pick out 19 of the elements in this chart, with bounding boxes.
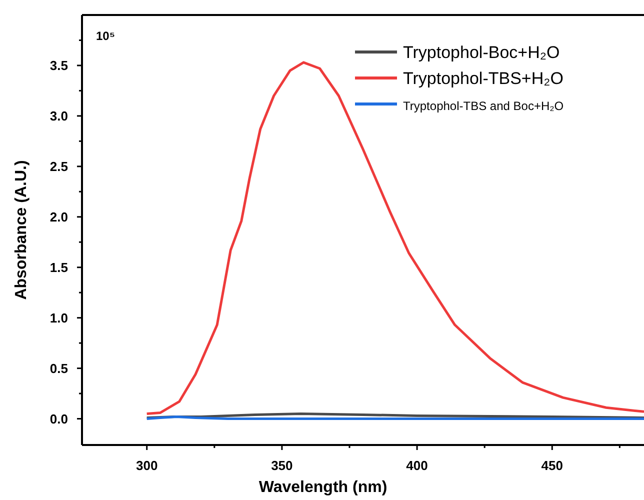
y-tick-label: 2.5 — [50, 158, 68, 174]
legend-label: Tryptophol-TBS+H₂O — [403, 69, 564, 88]
y-tick-label: 3.0 — [50, 108, 68, 124]
legend-label: Tryptophol-Boc+H₂O — [403, 43, 560, 62]
x-tick-label: 300 — [136, 458, 158, 473]
y-tick-label: 3.5 — [50, 58, 68, 73]
y-tick-label: 1.5 — [50, 260, 68, 275]
annotation: 10⁵ — [96, 29, 115, 43]
line-series — [146, 61, 644, 415]
y-tick-label: 2.0 — [50, 209, 68, 224]
x-tick-label: 450 — [541, 458, 563, 473]
x-axis-title: Wavelength (nm) — [258, 479, 388, 496]
legend-label: Tryptophol-TBS and Boc+H₂O — [403, 99, 564, 113]
y-tick-label: 0.0 — [50, 411, 68, 426]
x-tick-label: 400 — [406, 458, 428, 473]
y-tick-label: 0.5 — [50, 360, 68, 376]
y-axis-title: Absorbance (A.U.) — [13, 160, 30, 300]
y-tick-label: 1.0 — [50, 310, 68, 326]
x-tick-label: 350 — [271, 458, 293, 473]
